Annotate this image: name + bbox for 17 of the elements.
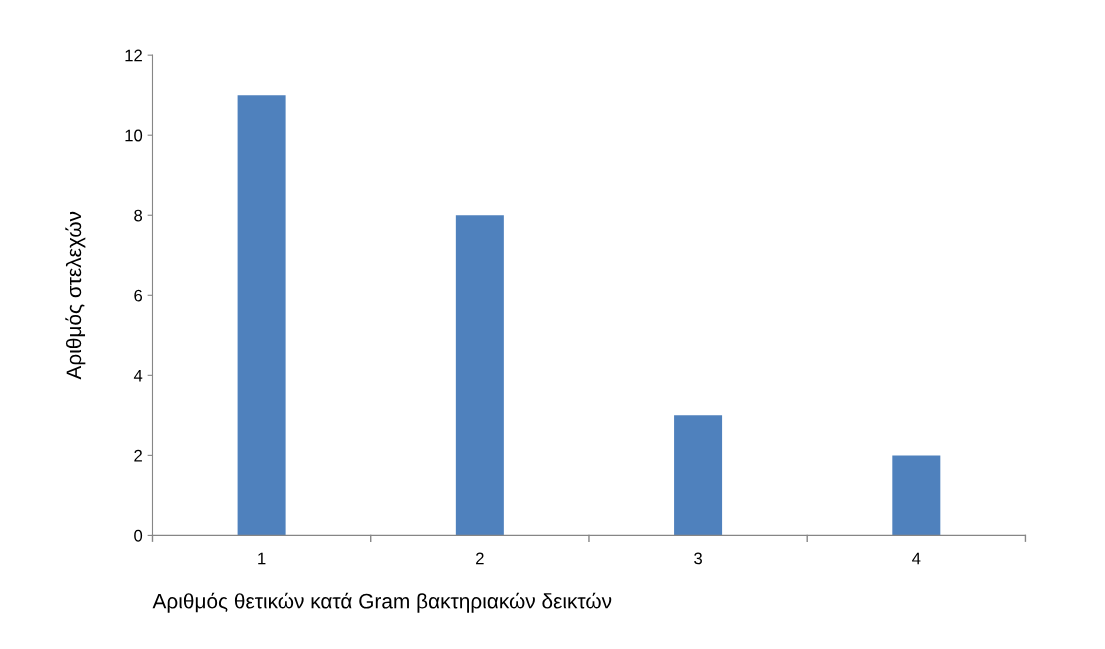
y-tick-label: 10 [125,129,143,142]
y-tick-label: 4 [133,369,143,382]
bar [674,415,723,536]
bar [237,95,286,536]
y-tick-label: 6 [134,289,143,302]
bar [455,215,504,536]
bar [892,455,941,536]
x-axis-title: Αριθμός θετικών κατά Gram βακτηριακών δεικτών [152,592,612,613]
y-tick-label: 0 [134,529,143,542]
x-tick-label: 1 [258,552,266,565]
y-tick-label: 12 [125,49,142,62]
x-tick-label: 3 [694,552,702,565]
y-tick-label: 2 [134,449,142,462]
x-tick-label: 4 [912,552,921,565]
y-axis-title: Αριθμός στελεχών [65,211,86,380]
x-tick-label: 2 [476,552,484,565]
y-tick-label: 8 [134,209,143,222]
